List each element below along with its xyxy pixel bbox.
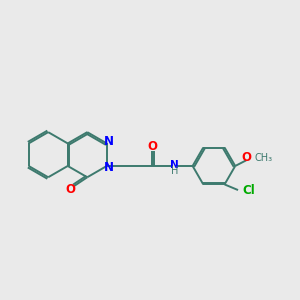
Text: O: O bbox=[147, 140, 157, 153]
Text: O: O bbox=[242, 151, 251, 164]
Text: O: O bbox=[65, 183, 75, 196]
Text: Cl: Cl bbox=[242, 184, 255, 196]
Text: N: N bbox=[104, 161, 114, 174]
Text: CH₃: CH₃ bbox=[255, 152, 273, 163]
Text: H: H bbox=[171, 166, 178, 176]
Text: N: N bbox=[170, 160, 179, 170]
Text: N: N bbox=[104, 135, 114, 148]
